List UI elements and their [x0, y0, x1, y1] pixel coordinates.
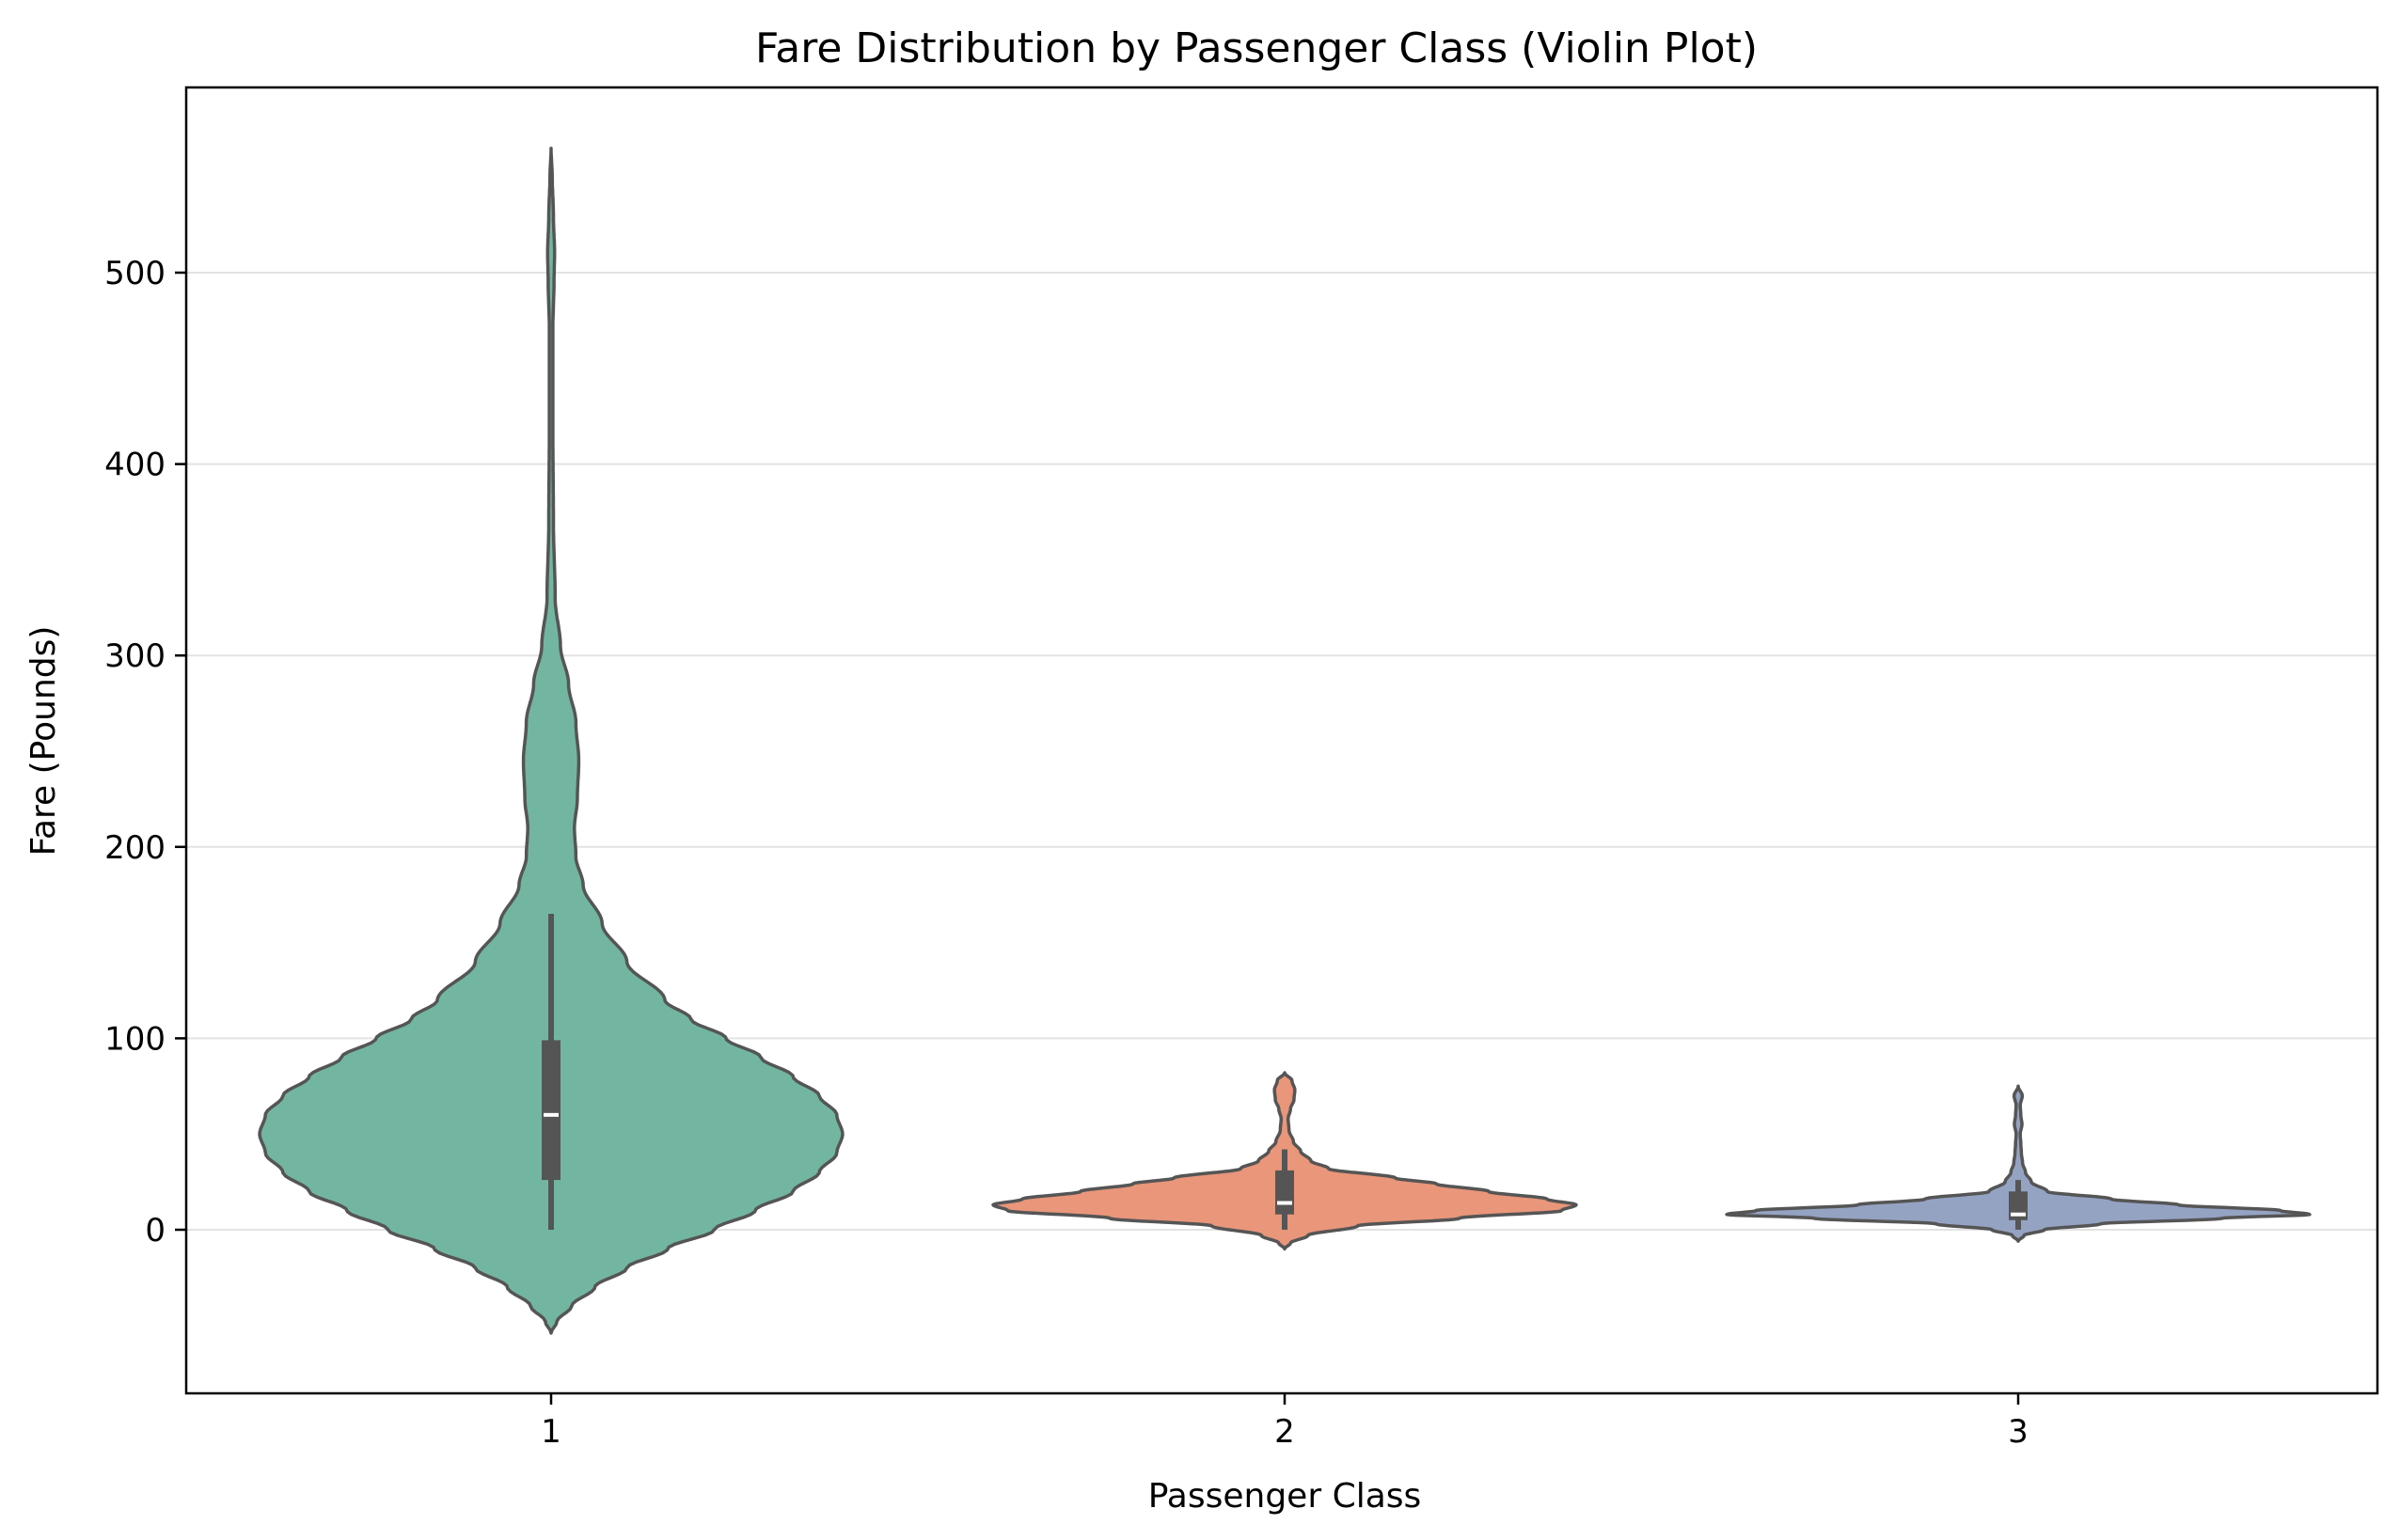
x-tick-label-2: 2: [1274, 1413, 1295, 1451]
y-tick-label-0: 0: [145, 1212, 166, 1249]
iqr-box-1: [542, 1040, 561, 1181]
x-axis-ticks: 1 2 3: [541, 1393, 2029, 1451]
violin-body-1: [258, 146, 845, 1335]
violin-class-2: [991, 1071, 1578, 1251]
violin-class-3: [1725, 1084, 2312, 1243]
x-axis-label: Passenger Class: [1148, 1477, 1422, 1516]
y-axis-ticks: 0 100 200 300 400 500: [104, 255, 186, 1249]
violin-class-1: [258, 146, 845, 1335]
y-tick-label-300: 300: [104, 637, 166, 675]
y-tick-label-200: 200: [104, 829, 166, 867]
plot-frame: [184, 86, 2379, 1395]
y-tick-label-100: 100: [104, 1020, 166, 1058]
y-axis-label: Fare (Pounds): [24, 626, 63, 856]
iqr-box-2: [1275, 1170, 1294, 1215]
violin-body-3: [1725, 1084, 2312, 1243]
x-tick-label-3: 3: [2008, 1413, 2029, 1451]
x-tick-label-1: 1: [541, 1413, 561, 1451]
violins: [258, 146, 2312, 1335]
y-tick-label-500: 500: [104, 255, 166, 292]
y-tick-label-400: 400: [104, 447, 166, 484]
chart-title: Fare Distribution by Passenger Class (Vi…: [755, 24, 1758, 72]
